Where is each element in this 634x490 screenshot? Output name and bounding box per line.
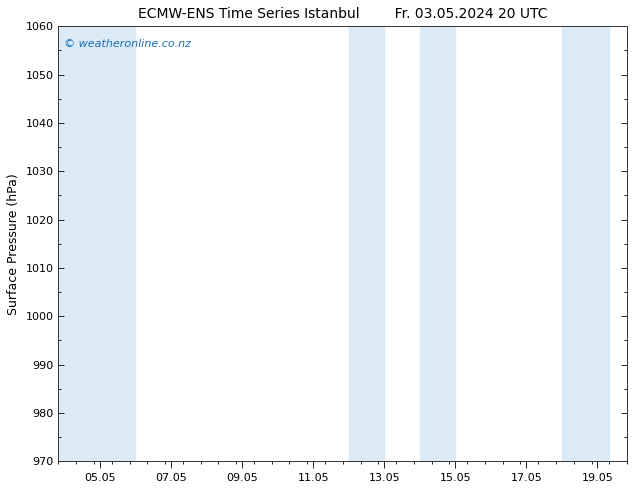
Y-axis label: Surface Pressure (hPa): Surface Pressure (hPa) bbox=[7, 173, 20, 315]
Bar bbox=[349, 26, 384, 461]
Bar bbox=[562, 26, 597, 461]
Bar bbox=[597, 26, 609, 461]
Bar bbox=[58, 26, 136, 461]
Bar bbox=[420, 26, 455, 461]
Text: © weatheronline.co.nz: © weatheronline.co.nz bbox=[64, 39, 191, 49]
Title: ECMW-ENS Time Series Istanbul        Fr. 03.05.2024 20 UTC: ECMW-ENS Time Series Istanbul Fr. 03.05.… bbox=[138, 7, 548, 21]
